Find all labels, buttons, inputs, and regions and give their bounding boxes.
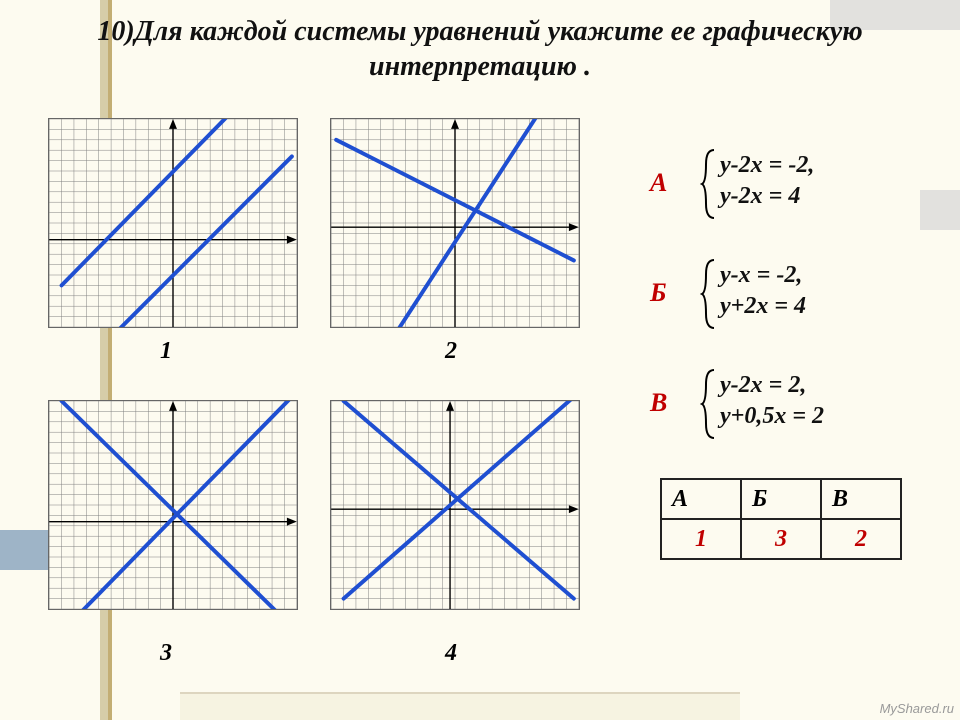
header-a: А — [661, 479, 741, 519]
system-b-label: Б — [650, 278, 667, 308]
graph-2 — [330, 118, 580, 328]
decor-stripe-2 — [108, 0, 112, 720]
answer-a: 1 — [661, 519, 741, 559]
eq-v-2: у+0,5х = 2 — [720, 403, 824, 429]
table-row: А Б В — [661, 479, 901, 519]
graph-4 — [330, 400, 580, 610]
graph-3-label: 3 — [160, 640, 172, 667]
eq-b-2: у+2х = 4 — [720, 293, 806, 319]
table-row: 1 3 2 — [661, 519, 901, 559]
decor-footer — [180, 692, 740, 720]
eq-a-2: у-2х = 4 — [720, 183, 800, 209]
graph-1 — [48, 118, 298, 328]
eq-b-1: у-х = -2, — [720, 262, 802, 288]
header-b: Б — [741, 479, 821, 519]
task-title: 10)Для каждой системы уравнений укажите … — [20, 14, 940, 84]
decor-block-mid — [920, 190, 960, 230]
graph-4-label: 4 — [445, 640, 457, 667]
graph-1-label: 1 — [160, 338, 172, 365]
answer-table: А Б В 1 3 2 — [660, 478, 902, 560]
system-v-equations: у-2х = 2, у+0,5х = 2 — [720, 370, 824, 432]
system-v-label: В — [650, 388, 667, 418]
answer-b: 3 — [741, 519, 821, 559]
system-b-equations: у-х = -2, у+2х = 4 — [720, 260, 806, 322]
watermark: MySharеd.ru — [880, 701, 954, 716]
brace-icon — [700, 148, 718, 220]
brace-icon — [700, 368, 718, 440]
graph-3 — [48, 400, 298, 610]
eq-v-1: у-2х = 2, — [720, 372, 806, 398]
header-v: В — [821, 479, 901, 519]
system-a-equations: у-2х = -2, у-2х = 4 — [720, 150, 814, 212]
graph-2-label: 2 — [445, 338, 457, 365]
answer-v: 2 — [821, 519, 901, 559]
system-a-label: А — [650, 168, 667, 198]
brace-icon — [700, 258, 718, 330]
eq-a-1: у-2х = -2, — [720, 152, 814, 178]
